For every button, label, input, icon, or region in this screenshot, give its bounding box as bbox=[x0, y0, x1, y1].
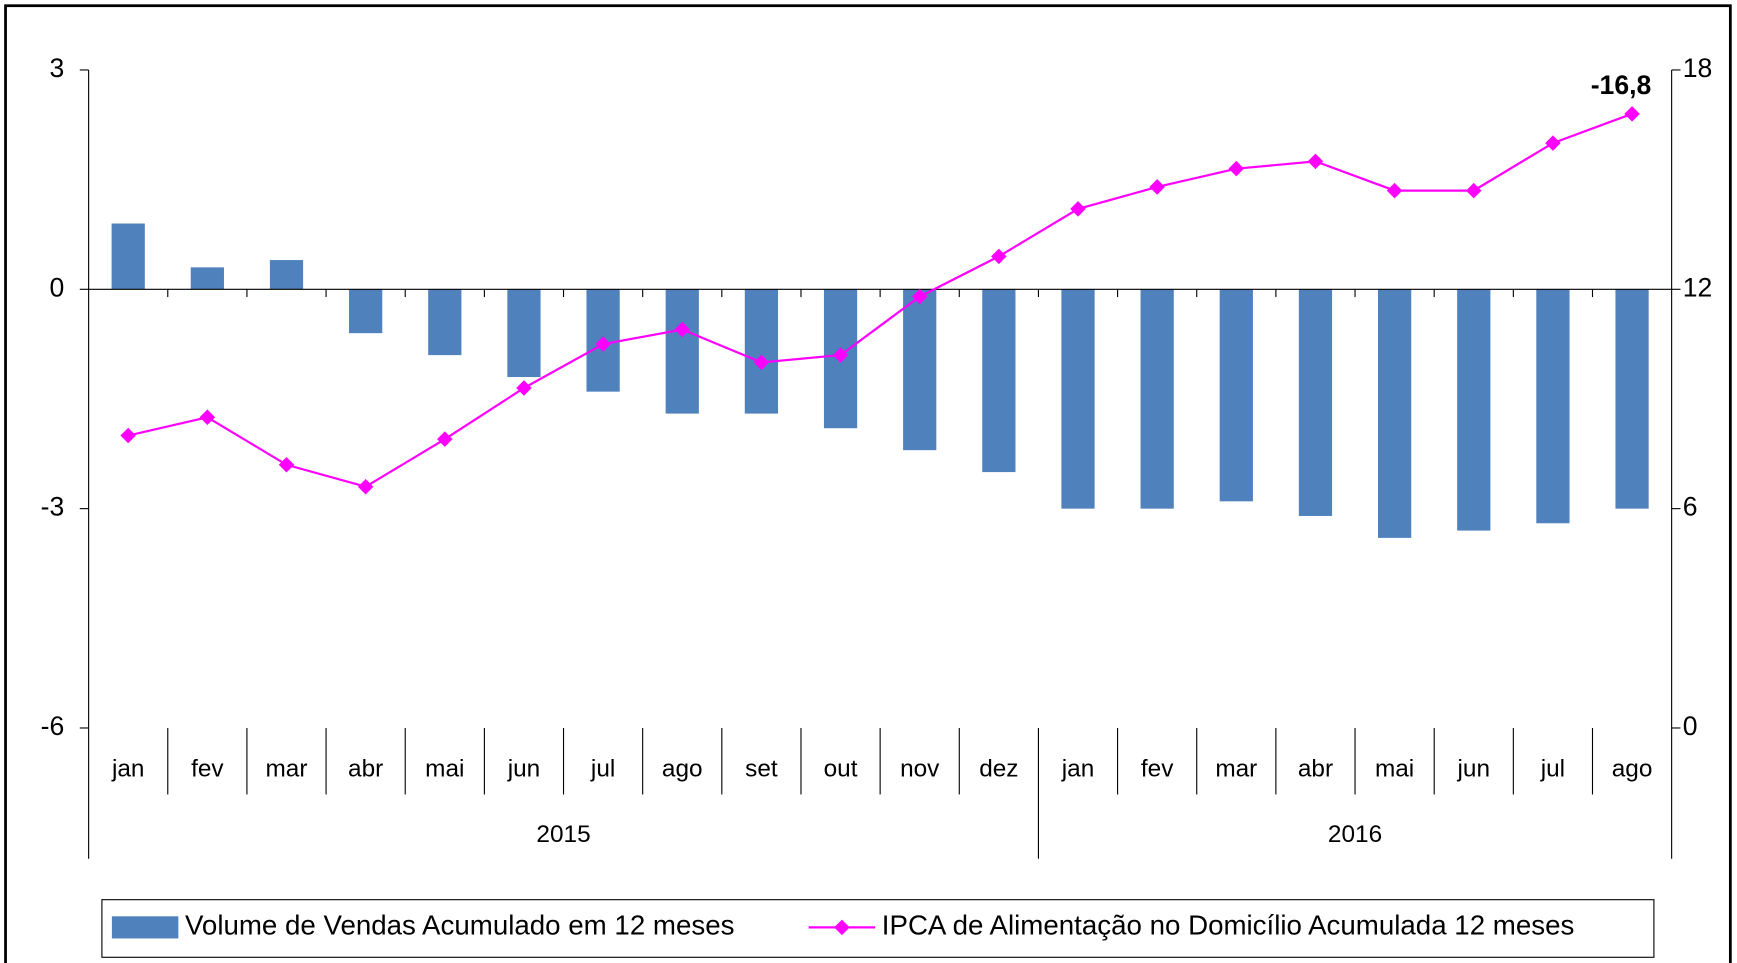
line-marker bbox=[120, 427, 136, 444]
x-tick-label: set bbox=[745, 756, 778, 783]
y-tick-label: 3 bbox=[49, 53, 64, 83]
bar bbox=[507, 289, 541, 378]
bar bbox=[1615, 289, 1649, 509]
line-marker bbox=[911, 288, 928, 305]
line-marker bbox=[357, 478, 374, 495]
legend-label: IPCA de Alimentação no Domicílio Acumula… bbox=[882, 910, 1575, 941]
legend-swatch bbox=[111, 916, 179, 939]
y-tick-label: 0 bbox=[49, 272, 64, 302]
bar bbox=[665, 289, 699, 414]
x-tick-label: jun bbox=[507, 756, 541, 783]
bar bbox=[111, 223, 145, 290]
x-tick-label: jul bbox=[590, 756, 615, 783]
bar bbox=[903, 289, 937, 451]
x-tick-label: fev bbox=[1141, 756, 1174, 783]
line-marker bbox=[1466, 182, 1482, 199]
x-tick-label: nov bbox=[900, 756, 940, 783]
line-marker bbox=[1545, 135, 1561, 151]
line-marker bbox=[437, 431, 453, 447]
y2-tick-label: 0 bbox=[1683, 711, 1698, 741]
x-tick-label: ago bbox=[662, 756, 703, 783]
line-marker bbox=[1307, 153, 1324, 170]
bar bbox=[1061, 289, 1095, 509]
legend-box bbox=[101, 899, 1655, 958]
line-marker bbox=[278, 457, 295, 473]
x-tick-label: ago bbox=[1612, 756, 1653, 783]
line-marker bbox=[1624, 106, 1640, 122]
bar bbox=[428, 289, 462, 356]
x-tick-label: fev bbox=[191, 756, 224, 783]
bar bbox=[1377, 289, 1412, 538]
line-marker bbox=[1228, 160, 1245, 177]
bar bbox=[1298, 289, 1333, 516]
bar bbox=[1140, 289, 1174, 509]
bar bbox=[349, 289, 383, 334]
x-tick-label: out bbox=[824, 756, 858, 783]
line-marker bbox=[991, 248, 1007, 265]
x-tick-label: mar bbox=[1215, 756, 1257, 783]
x-tick-label: jun bbox=[1457, 756, 1491, 783]
legend-label: Volume de Vendas Acumulado em 12 meses bbox=[185, 910, 734, 941]
x-tick-label: mai bbox=[1375, 756, 1414, 783]
group-label: 2016 bbox=[1328, 821, 1382, 848]
bar bbox=[1219, 289, 1253, 502]
x-tick-label: abr bbox=[348, 756, 383, 783]
chart-border bbox=[4, 4, 1732, 963]
x-tick-label: dez bbox=[979, 756, 1018, 783]
bar bbox=[1536, 289, 1570, 524]
x-tick-label: jan bbox=[1061, 756, 1095, 783]
bar bbox=[1457, 289, 1491, 531]
line-marker bbox=[516, 380, 532, 396]
y2-tick-label: 6 bbox=[1683, 492, 1698, 522]
x-tick-label: mar bbox=[266, 756, 308, 783]
y2-tick-label: 12 bbox=[1683, 272, 1713, 302]
line-marker bbox=[199, 409, 216, 426]
group-label: 2015 bbox=[536, 821, 590, 848]
y2-tick-label: 18 bbox=[1683, 53, 1713, 83]
line-marker bbox=[1149, 179, 1165, 195]
x-tick-label: jul bbox=[1540, 756, 1565, 783]
x-tick-label: abr bbox=[1298, 756, 1333, 783]
bar bbox=[982, 289, 1016, 473]
bar bbox=[269, 260, 304, 290]
x-tick-label: jan bbox=[111, 756, 145, 783]
annotation: -16,8 bbox=[1591, 70, 1652, 100]
line bbox=[127, 112, 1633, 488]
bar bbox=[190, 267, 224, 290]
y-tick-label: -6 bbox=[41, 711, 65, 741]
x-tick-label: mai bbox=[425, 756, 464, 783]
bar bbox=[744, 289, 779, 414]
line-marker bbox=[1070, 201, 1086, 217]
line-marker bbox=[1386, 182, 1403, 199]
y-tick-label: -3 bbox=[41, 492, 65, 522]
line-marker bbox=[674, 321, 691, 338]
legend-marker bbox=[834, 919, 850, 936]
